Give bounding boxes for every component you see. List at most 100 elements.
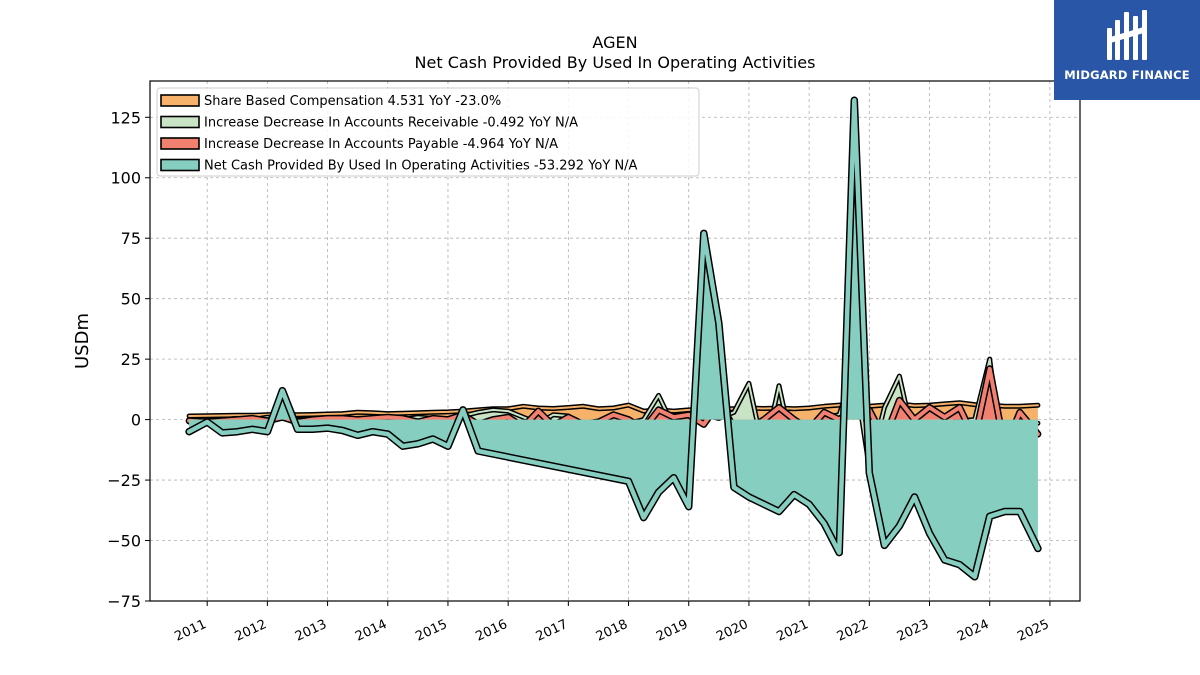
x-tick-label: 2011 [173, 617, 209, 645]
data-point [477, 450, 479, 452]
series-line [186, 98, 1041, 580]
data-point [793, 408, 795, 410]
data-point [989, 358, 991, 360]
data-point [748, 382, 750, 384]
data-point [311, 413, 314, 416]
data-point [673, 416, 675, 418]
data-point [612, 407, 615, 409]
data-point [206, 415, 208, 417]
data-point [808, 503, 810, 505]
x-tick-label: 2022 [835, 617, 871, 645]
legend-swatch [160, 137, 200, 150]
data-point [597, 408, 600, 410]
axis-ticks: −75 −50 −25 0 25 50 75 100 125 2011 2012 2013 2014 20… [107, 108, 1051, 644]
x-tick-label: 2015 [413, 617, 449, 645]
data-point [612, 414, 615, 416]
data-point [643, 410, 645, 412]
x-tick-label: 2025 [1015, 617, 1051, 645]
data-point [627, 480, 630, 482]
legend-label: Increase Decrease In Accounts Receivable… [204, 116, 578, 131]
data-point [898, 375, 901, 377]
legend-label: Increase Decrease In Accounts Payable -4… [204, 137, 558, 152]
chart-title: AGEN [592, 33, 637, 52]
chart-subtitle: Net Cash Provided By Used In Operating A… [415, 53, 816, 72]
data-point [658, 409, 660, 411]
data-point [221, 432, 223, 434]
y-axis-label: USDm [72, 313, 93, 369]
data-point [883, 544, 886, 547]
data-point [462, 409, 464, 411]
data-point [221, 414, 223, 417]
data-point [688, 414, 690, 416]
x-tick-label: 2014 [353, 617, 389, 645]
data-point [357, 434, 359, 436]
data-point [402, 445, 404, 447]
data-point [342, 413, 344, 415]
data-point [372, 431, 374, 433]
y-tick-label: 25 [121, 350, 141, 369]
data-point [281, 390, 283, 392]
data-point [627, 404, 630, 406]
data-point [808, 407, 810, 409]
y-tick-label: 100 [110, 169, 141, 188]
data-point [898, 399, 901, 401]
data-point [658, 491, 660, 493]
x-tick-label: 2017 [534, 617, 570, 645]
data-point [236, 431, 238, 433]
series-area [189, 100, 1038, 577]
data-point [296, 414, 299, 416]
data-point [748, 496, 750, 498]
data-point [236, 414, 238, 416]
y-tick-label: 0 [131, 411, 141, 430]
data-point [327, 417, 329, 419]
data-point [342, 417, 344, 419]
data-point [688, 506, 690, 508]
data-point [432, 438, 434, 440]
data-point [357, 411, 359, 413]
data-point [1019, 510, 1021, 513]
data-point [567, 406, 569, 409]
data-point [959, 402, 961, 404]
data-point [1004, 405, 1006, 407]
data-point [823, 523, 825, 525]
data-point [944, 403, 946, 405]
data-point [913, 405, 916, 407]
x-tick-label: 2016 [474, 617, 510, 645]
data-point [778, 385, 780, 387]
data-point [552, 407, 554, 410]
data-point [188, 431, 190, 433]
y-tick-label: 75 [121, 229, 141, 248]
data-point [838, 552, 840, 554]
data-point [251, 428, 253, 430]
data-point [432, 417, 434, 419]
data-point [206, 421, 208, 423]
data-point [387, 433, 389, 435]
series-3 [185, 96, 1042, 581]
data-point [959, 564, 961, 566]
data-point [387, 416, 389, 418]
data-point [703, 232, 705, 234]
data-point [928, 406, 931, 409]
data-point [417, 412, 419, 414]
data-point [188, 415, 190, 417]
data-point [823, 405, 825, 407]
data-point [327, 427, 329, 429]
x-tick-label: 2024 [955, 617, 991, 645]
x-tick-label: 2018 [594, 617, 630, 645]
data-point [688, 409, 690, 411]
data-point [643, 517, 645, 519]
y-tick-label: 125 [110, 108, 141, 127]
data-point [1004, 510, 1006, 513]
data-point [402, 412, 404, 414]
data-point [853, 99, 855, 101]
data-point [552, 414, 554, 416]
data-point [417, 416, 419, 418]
data-point [733, 486, 735, 488]
x-tick-label: 2019 [654, 617, 690, 645]
data-point [838, 404, 840, 406]
data-point [447, 445, 449, 447]
midgard-logo-icon [1107, 10, 1147, 60]
data-point [944, 416, 946, 418]
data-point [823, 411, 825, 413]
data-point [266, 431, 268, 433]
